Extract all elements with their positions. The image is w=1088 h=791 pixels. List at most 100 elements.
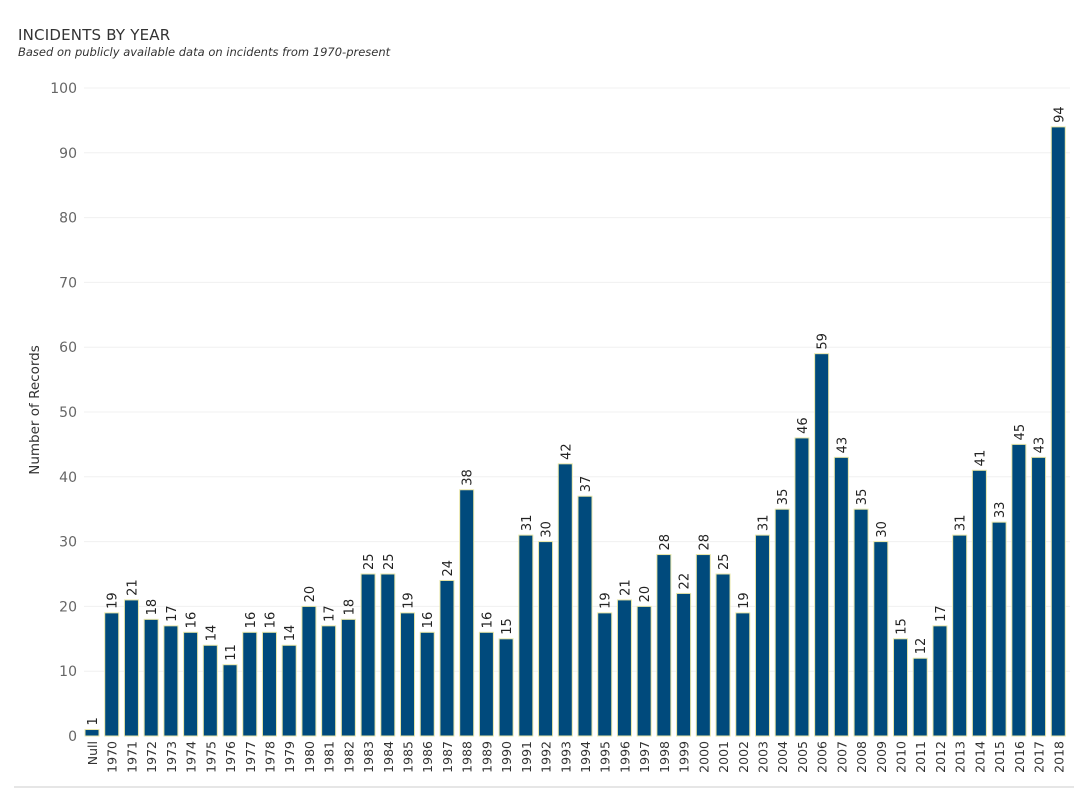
bar-value-label: 31 [520,515,535,532]
bar [991,521,1007,737]
bar [833,456,849,737]
bar [143,618,159,737]
bar [577,495,593,737]
x-tick-label: 1970 [105,741,120,773]
bar-value-label: 22 [678,573,693,590]
bar-value-label: 17 [323,605,338,622]
x-tick-label: 2014 [972,741,987,773]
bar [478,631,494,737]
bar [774,508,790,737]
x-tick-label: 1990 [499,741,514,773]
bar [84,729,100,737]
bar [656,554,672,737]
bar-value-label: 16 [480,612,495,629]
bar [557,463,573,737]
x-tick-label: 1983 [361,741,376,773]
bar-value-label: 28 [697,534,712,551]
x-tick-label: 1979 [282,741,297,773]
chart-title: INCIDENTS BY YEAR [18,26,171,44]
bar [183,631,199,737]
bar-value-label: 43 [1033,437,1048,454]
x-tick-label: 2016 [1012,741,1027,773]
bar-value-label: 25 [717,553,732,570]
bar [301,605,317,737]
bar [1031,456,1047,737]
bar [104,612,120,737]
x-tick-label: 1985 [401,741,416,773]
y-tick-label: 10 [59,664,77,680]
bar [597,612,613,737]
y-tick-label: 80 [59,211,77,227]
x-tick-label: 1975 [203,741,218,773]
bar-value-label: 20 [638,586,653,603]
x-tick-label: 2012 [933,741,948,773]
bar-value-label: 16 [185,612,200,629]
x-tick-label: 1995 [598,741,613,773]
bar-value-label: 24 [441,560,456,577]
y-tick-label: 50 [59,405,77,421]
x-tick-label: 2011 [913,741,928,773]
bar-value-label: 15 [500,618,515,635]
bar [794,437,810,737]
x-tick-label: 2003 [755,741,770,773]
bar-value-label: 30 [540,521,555,538]
bar [380,573,396,737]
x-tick-label: 1994 [578,741,593,773]
x-tick-label: 1997 [637,741,652,773]
bar [735,612,751,737]
x-tick-label: 2000 [696,741,711,773]
x-tick-label: 2010 [894,741,909,773]
bar [498,638,514,737]
bar-value-label: 18 [145,599,160,616]
bar-value-label: 14 [283,625,298,642]
x-tick-label: 1981 [322,741,337,773]
bar [419,631,435,737]
bar-value-label: 19 [106,592,121,609]
bar [459,489,475,737]
x-tick-label: 1987 [440,741,455,773]
bar [1011,443,1027,737]
x-tick-label: 2001 [716,741,731,773]
y-tick-label: 0 [68,729,77,745]
x-tick-label: 2008 [854,741,869,773]
bar [814,353,830,737]
bar-value-label: 16 [263,612,278,629]
bar-value-label: 20 [303,586,318,603]
x-tick-label: 1976 [223,741,238,773]
bar [1050,126,1066,737]
bar-value-label: 41 [973,450,988,467]
bar-value-label: 18 [342,599,357,616]
x-tick-label: 1977 [243,741,258,773]
bar-value-label: 19 [402,592,417,609]
bar [281,644,297,737]
bar [893,638,909,737]
x-tick-label: 1986 [420,741,435,773]
bar-value-label: 19 [737,592,752,609]
x-tick-label: Null [85,741,100,765]
chart-subtitle: Based on publicly available data on inci… [18,45,391,59]
bar-value-label: 28 [658,534,673,551]
bar [538,541,554,737]
x-tick-label: 1989 [479,741,494,773]
bar-value-label: 15 [895,618,910,635]
bar-value-label: 43 [835,437,850,454]
x-tick-label: 1998 [657,741,672,773]
bar-value-label: 45 [1013,424,1028,441]
bar [340,618,356,737]
bar [853,508,869,737]
x-tick-label: 1972 [144,741,159,773]
bar-value-label: 46 [796,417,811,434]
x-tick-label: 1996 [617,741,632,773]
bar [222,664,238,737]
y-axis-title: Number of Records [27,345,43,475]
x-tick-label: 2009 [874,741,889,773]
y-tick-label: 70 [59,275,77,291]
bar-value-label: 37 [579,476,594,493]
bar [202,644,218,737]
bar-value-label: 94 [1052,106,1067,123]
bar-value-label: 33 [993,502,1008,519]
bar-value-label: 31 [954,515,969,532]
bar-value-label: 59 [816,333,831,350]
x-tick-label: 2002 [736,741,751,773]
